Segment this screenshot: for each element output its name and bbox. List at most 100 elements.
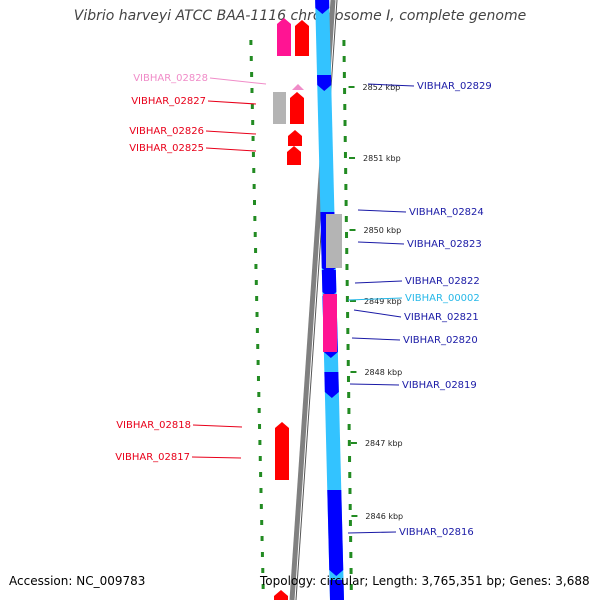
label-leader-line xyxy=(192,424,243,428)
track-dot xyxy=(254,248,258,253)
forward-gene-block xyxy=(329,580,344,600)
track-dot xyxy=(255,312,259,317)
track-dot xyxy=(344,184,348,190)
forward-gene-block xyxy=(324,372,339,392)
accession-text: Accession: NC_009783 xyxy=(9,574,146,588)
track-dot xyxy=(256,360,260,365)
reverse-gene-block xyxy=(277,18,291,56)
track-dot xyxy=(345,296,349,302)
grey-gene-block xyxy=(326,214,342,268)
gene-label: VIBHAR_02826 xyxy=(129,126,204,137)
tick-label: 2852 kbp xyxy=(363,83,401,92)
gene-label: VIBHAR_02822 xyxy=(405,276,480,287)
magenta-gene-block xyxy=(323,294,337,352)
feature-track xyxy=(273,0,344,600)
track-dot xyxy=(349,584,353,590)
track-dot xyxy=(259,504,263,509)
track-dot xyxy=(261,584,265,589)
track-dot xyxy=(343,120,347,126)
forward-gene-block xyxy=(315,0,330,8)
forward-gene-block xyxy=(327,490,344,570)
grey-gene-block xyxy=(273,92,286,124)
reverse-gene-block xyxy=(275,422,289,480)
track-dot xyxy=(347,424,351,430)
forward-gene-block xyxy=(321,270,337,292)
map-title: Vibrio harveyi ATCC BAA-1116 chromosome … xyxy=(73,8,527,24)
track-dot xyxy=(257,392,261,397)
label-leader-line xyxy=(357,209,407,213)
gene-label: VIBHAR_02829 xyxy=(417,81,492,92)
gene-label: VIBHAR_02817 xyxy=(115,452,190,463)
label-leader-line xyxy=(349,383,400,386)
track-dot xyxy=(258,440,262,445)
label-leader-line xyxy=(347,531,397,534)
track-dot xyxy=(345,232,349,238)
track-dot xyxy=(345,248,349,254)
reverse-gene-block xyxy=(288,130,302,146)
reverse-gene-block xyxy=(295,20,309,56)
label-leader-line xyxy=(354,280,403,284)
track-dot xyxy=(254,264,258,269)
forward-gene-arrowhead xyxy=(315,8,330,14)
gene-label: VIBHAR_02825 xyxy=(129,143,204,154)
track-dot xyxy=(250,104,254,109)
label-leader-line xyxy=(347,297,403,301)
gene-label: VIBHAR_02827 xyxy=(131,96,206,107)
gene-label: VIBHAR_02820 xyxy=(403,335,478,346)
reverse-gene-block xyxy=(290,92,304,124)
label-leader-line xyxy=(207,100,257,105)
label-leader-line xyxy=(209,77,267,85)
track-dot xyxy=(252,184,256,189)
track-dot xyxy=(342,40,346,46)
track-dot xyxy=(346,344,350,350)
track-dot xyxy=(251,120,255,125)
track-dot xyxy=(349,536,353,542)
track-dot xyxy=(344,216,348,222)
label-leader-line xyxy=(205,130,257,135)
track-dot xyxy=(253,200,256,205)
forward-gene-block xyxy=(317,75,332,85)
label-leader-line xyxy=(353,309,402,318)
gene-label: VIBHAR_02819 xyxy=(402,380,477,391)
track-dot xyxy=(344,200,348,206)
track-dot xyxy=(259,472,263,477)
track-dot xyxy=(256,376,260,381)
track-dot xyxy=(343,104,347,110)
tick-marks: 2852 kbp 2851 kbp 2850 kbp 2849 kbp 2848 kbp… xyxy=(348,83,403,521)
label-leader-line xyxy=(191,456,242,459)
forward-gene-arrowhead xyxy=(317,85,332,91)
track-dot xyxy=(250,72,254,77)
track-dot xyxy=(260,536,264,541)
track-dot xyxy=(260,552,264,557)
gene-label: VIBHAR_02816 xyxy=(399,527,474,538)
forward-gene-arrowhead xyxy=(329,570,344,576)
track-dot xyxy=(348,456,352,462)
track-dot xyxy=(252,168,256,173)
track-dot xyxy=(255,328,259,333)
tick-label: 2848 kbp xyxy=(364,368,402,377)
track-dot xyxy=(344,168,348,174)
gene-label: VIBHAR_02823 xyxy=(407,239,482,250)
label-leader-line xyxy=(357,241,405,245)
track-dot xyxy=(258,456,262,461)
dotted-tracks xyxy=(249,40,353,590)
label-leader-line xyxy=(205,147,257,152)
tick-label: 2851 kbp xyxy=(363,154,401,163)
track-dot xyxy=(348,504,352,510)
track-dot xyxy=(261,568,265,573)
track-dot xyxy=(249,56,253,61)
track-dot xyxy=(348,472,352,478)
track-dot xyxy=(345,264,349,270)
reverse-gene-block xyxy=(287,146,301,165)
track-dot xyxy=(342,72,346,78)
track-dot xyxy=(253,216,257,221)
track-dot xyxy=(347,440,351,446)
track-dot xyxy=(250,88,254,93)
track-dot xyxy=(251,136,255,141)
label-leader-line xyxy=(367,83,415,87)
track-dot xyxy=(345,280,349,286)
track-dot xyxy=(251,152,255,157)
gene-labels: VIBHAR_02828 VIBHAR_02827 VIBHAR_02826 VIBH… xyxy=(115,73,492,538)
track-dot xyxy=(346,360,350,366)
